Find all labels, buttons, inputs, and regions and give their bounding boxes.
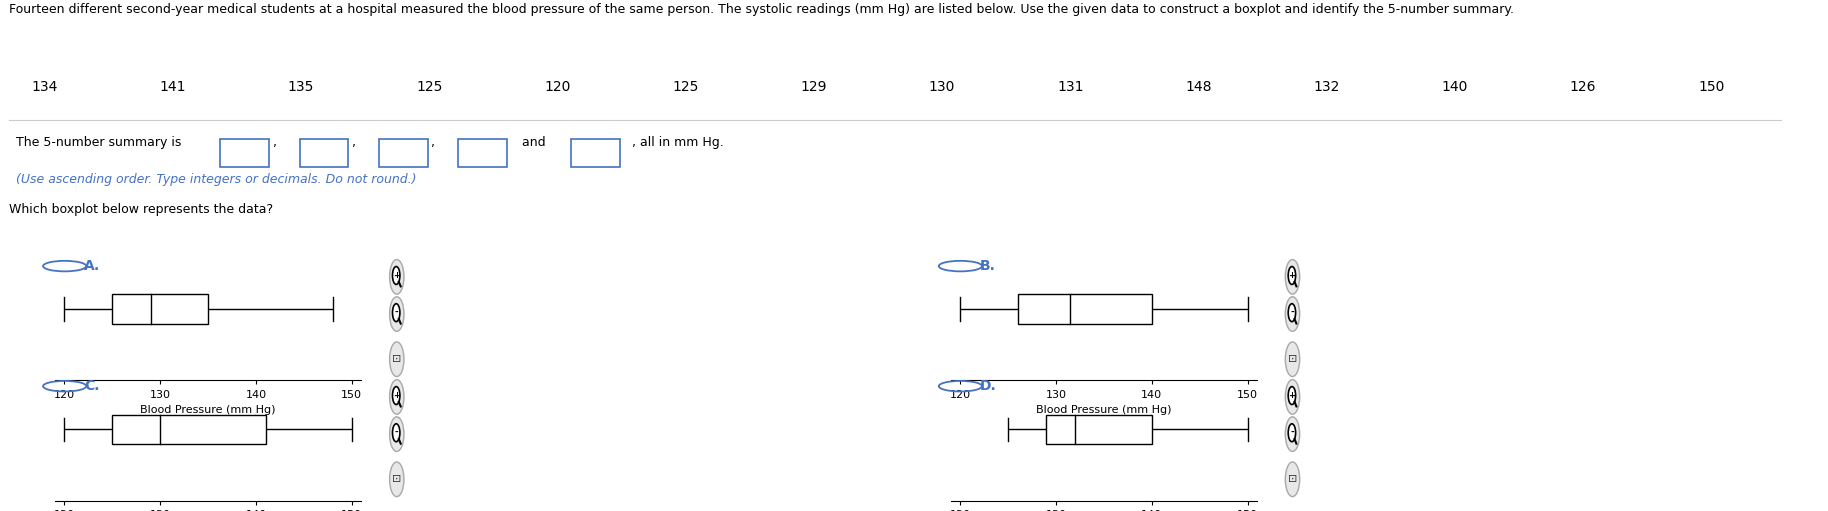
Text: 130: 130 [929, 80, 956, 95]
Circle shape [389, 342, 404, 377]
Circle shape [1289, 424, 1296, 442]
Text: 131: 131 [1057, 80, 1084, 95]
Circle shape [393, 424, 400, 442]
Text: 120: 120 [545, 80, 570, 95]
Text: +: + [393, 271, 400, 280]
Text: B.: B. [980, 259, 996, 273]
Circle shape [1285, 417, 1300, 451]
Circle shape [393, 267, 400, 285]
Text: 125: 125 [673, 80, 698, 95]
Text: and: and [523, 135, 550, 149]
Text: 141: 141 [159, 80, 186, 95]
Circle shape [1285, 380, 1300, 414]
Circle shape [393, 387, 400, 405]
Text: (Use ascending order. Type integers or decimals. Do not round.): (Use ascending order. Type integers or d… [15, 174, 417, 187]
Text: +: + [1289, 391, 1296, 400]
FancyBboxPatch shape [570, 139, 620, 167]
Text: 148: 148 [1185, 80, 1212, 95]
X-axis label: Blood Pressure (mm Hg): Blood Pressure (mm Hg) [1036, 405, 1172, 415]
Circle shape [389, 380, 404, 414]
Text: -: - [1291, 308, 1294, 317]
Text: 129: 129 [801, 80, 826, 95]
Circle shape [1289, 267, 1296, 285]
FancyBboxPatch shape [219, 139, 269, 167]
Text: 134: 134 [31, 80, 58, 95]
Circle shape [1285, 260, 1300, 294]
Text: ⊡: ⊡ [1287, 474, 1298, 484]
Text: ⊡: ⊡ [391, 474, 402, 484]
Text: 150: 150 [1698, 80, 1724, 95]
Circle shape [389, 462, 404, 497]
Circle shape [393, 304, 400, 321]
Text: 135: 135 [287, 80, 314, 95]
Bar [112, 294, 208, 324]
FancyBboxPatch shape [378, 139, 428, 167]
Text: 140: 140 [1442, 80, 1468, 95]
FancyBboxPatch shape [300, 139, 347, 167]
Text: 126: 126 [1570, 80, 1596, 95]
Circle shape [1285, 462, 1300, 497]
Circle shape [1289, 387, 1296, 405]
Bar [1046, 414, 1152, 445]
Text: ,: , [431, 135, 435, 149]
FancyBboxPatch shape [459, 139, 506, 167]
Circle shape [1285, 297, 1300, 331]
Circle shape [389, 260, 404, 294]
Text: Fourteen different second-year medical students at a hospital measured the blood: Fourteen different second-year medical s… [9, 3, 1514, 15]
Text: D.: D. [980, 379, 996, 393]
Circle shape [389, 297, 404, 331]
Text: +: + [1289, 271, 1296, 280]
Circle shape [1289, 304, 1296, 321]
Circle shape [389, 417, 404, 451]
Text: 125: 125 [417, 80, 442, 95]
Text: A.: A. [84, 259, 101, 273]
Text: 132: 132 [1314, 80, 1340, 95]
Text: Which boxplot below represents the data?: Which boxplot below represents the data? [9, 203, 272, 216]
Text: C.: C. [84, 379, 101, 393]
Text: ⊡: ⊡ [1287, 354, 1298, 364]
Text: -: - [395, 428, 399, 437]
Bar [1018, 294, 1152, 324]
Bar [112, 414, 265, 445]
Text: -: - [395, 308, 399, 317]
Text: +: + [393, 391, 400, 400]
Text: ,: , [272, 135, 276, 149]
X-axis label: Blood Pressure (mm Hg): Blood Pressure (mm Hg) [141, 405, 276, 415]
Text: The 5-number summary is: The 5-number summary is [15, 135, 185, 149]
Text: ,: , [353, 135, 356, 149]
Circle shape [1285, 342, 1300, 377]
Text: , all in mm Hg.: , all in mm Hg. [632, 135, 724, 149]
Text: -: - [1291, 428, 1294, 437]
Text: ⊡: ⊡ [391, 354, 402, 364]
